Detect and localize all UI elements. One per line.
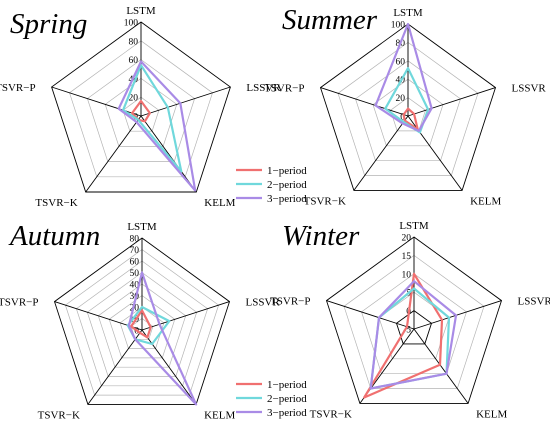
- axis-label: KELM: [470, 195, 501, 207]
- tick-label: 70: [130, 246, 140, 256]
- radar-panel-spring: 020406080100LSTMLSSVRKELMTSVR−KTSVR−PSpr…: [0, 5, 307, 209]
- tick-label: 10: [402, 270, 412, 280]
- panel-title: Spring: [10, 8, 87, 40]
- axis-spoke: [140, 115, 197, 193]
- tick-label: 15: [402, 252, 412, 262]
- legend-label: 2−period: [267, 393, 307, 405]
- axis-label: LSSVR: [246, 297, 281, 309]
- grid-ring: [53, 237, 231, 405]
- tick-label: 100: [391, 21, 406, 31]
- grid-ring: [104, 77, 178, 147]
- grid-ring: [337, 41, 479, 176]
- grid-ring: [75, 260, 209, 387]
- series-line-3: [374, 22, 433, 132]
- tick-label: 60: [396, 57, 406, 67]
- axis-spoke: [141, 301, 230, 331]
- series-line-1: [130, 309, 152, 339]
- legend: 1−period 2−period 3−period: [236, 379, 307, 419]
- axis-spoke: [320, 87, 409, 117]
- series-line-2: [121, 64, 183, 173]
- tick-label: 80: [130, 235, 140, 245]
- tick-label: 0: [400, 113, 405, 123]
- axis-spoke: [407, 87, 496, 117]
- axis-label: LSSVR: [518, 296, 550, 308]
- series-line-3: [127, 271, 198, 406]
- grid-ring: [119, 306, 165, 349]
- tick-label: -5: [403, 326, 411, 336]
- grid-ring: [325, 236, 503, 404]
- radar-panel-winter: -505101520LSTMLSSVRKELMTSVR−KTSVR−PWinte…: [270, 220, 550, 420]
- axis-spoke: [353, 115, 409, 191]
- axis-spoke: [326, 300, 415, 330]
- series-line-1: [363, 272, 444, 399]
- grid-ring: [108, 295, 176, 359]
- tick-label: 20: [129, 94, 139, 104]
- axis-spoke: [140, 86, 231, 117]
- axis-label: LSSVR: [512, 83, 547, 95]
- axis-label: KELM: [476, 408, 507, 420]
- radar-panel-summer: 020406080100LSTMLSSVRKELMTSVR−KTSVR−PSum…: [264, 4, 546, 207]
- panel-title: Autumn: [8, 220, 100, 252]
- tick-label: 20: [130, 304, 140, 314]
- tick-label: 50: [130, 269, 140, 279]
- axis-label: TSVR−P: [0, 82, 36, 94]
- series-line-3: [369, 280, 458, 390]
- axis-spoke: [87, 329, 143, 405]
- legend-label: 3−period: [267, 407, 307, 419]
- axis-spoke: [413, 300, 502, 330]
- axis-label: LSTM: [126, 5, 156, 17]
- axis-label: TSVR−P: [264, 83, 304, 95]
- tick-label: 80: [129, 37, 139, 47]
- axis-label: KELM: [204, 409, 235, 421]
- legend: 1−period 2−period 3−period: [236, 165, 307, 205]
- grid-ring: [69, 40, 213, 178]
- grid-ring: [361, 273, 467, 375]
- axis-label: KELM: [204, 197, 235, 209]
- tick-label: 20: [396, 94, 406, 104]
- axis-label: LSTM: [399, 220, 429, 232]
- grid-ring: [51, 21, 231, 193]
- axis-label: LSTM: [393, 7, 423, 19]
- legend-label: 1−period: [267, 165, 307, 177]
- radar-panel-autumn: 01020304050607080LSTMLSSVRKELMTSVR−KTSVR…: [0, 220, 307, 421]
- grid-ring: [86, 272, 198, 377]
- grid-ring: [86, 59, 196, 162]
- grid-ring: [97, 283, 187, 368]
- axis-spoke: [413, 328, 469, 404]
- axis-spoke: [85, 115, 142, 193]
- grid-ring: [343, 254, 485, 389]
- legend-label: 2−period: [267, 179, 307, 191]
- legend-label: 1−period: [267, 379, 307, 391]
- tick-label: 20: [402, 234, 412, 244]
- axis-label: LSSVR: [246, 82, 281, 94]
- axis-label: TSVR−K: [304, 195, 346, 207]
- grid-ring: [319, 23, 497, 191]
- tick-label: 100: [124, 19, 139, 29]
- panel-title: Summer: [282, 4, 378, 36]
- axis-label: TSVR−P: [0, 297, 39, 309]
- tick-label: 60: [129, 56, 139, 66]
- axis-label: TSVR−P: [270, 296, 310, 308]
- series-line-3: [117, 60, 197, 192]
- series-line-1: [402, 107, 419, 131]
- axis-label: TSVR−K: [38, 409, 80, 421]
- tick-label: 30: [130, 292, 140, 302]
- axis-label: TSVR−K: [310, 408, 352, 420]
- axis-spoke: [141, 329, 197, 405]
- grid-ring: [355, 60, 461, 162]
- axis-label: LSTM: [127, 221, 157, 233]
- grid-ring: [390, 97, 426, 132]
- panel-title: Winter: [282, 220, 360, 252]
- grid-ring: [395, 310, 433, 345]
- grid-ring: [122, 96, 160, 132]
- grid-ring: [372, 78, 444, 147]
- legend-label: 3−period: [267, 193, 307, 205]
- series-line-1: [131, 99, 151, 123]
- axis-label: TSVR−K: [35, 197, 77, 209]
- tick-label: 60: [130, 258, 140, 268]
- tick-label: 40: [130, 281, 140, 291]
- grid-ring: [64, 249, 220, 396]
